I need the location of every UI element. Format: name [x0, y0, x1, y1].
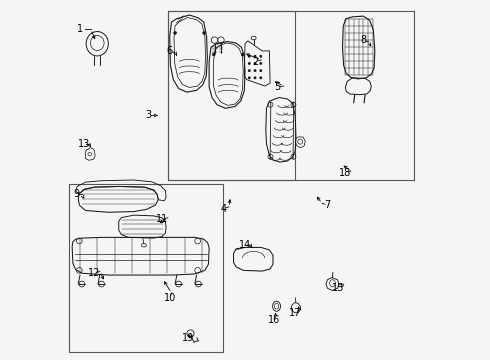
Text: 6: 6 — [167, 46, 173, 56]
Circle shape — [248, 76, 251, 79]
Circle shape — [212, 53, 216, 56]
Circle shape — [259, 55, 262, 58]
Circle shape — [259, 62, 262, 65]
Circle shape — [259, 76, 262, 79]
Text: 3: 3 — [145, 111, 151, 121]
Text: 16: 16 — [268, 315, 280, 325]
Text: 8: 8 — [360, 35, 367, 45]
Circle shape — [202, 31, 206, 35]
Text: 10: 10 — [164, 293, 176, 303]
Circle shape — [254, 55, 256, 58]
Circle shape — [173, 31, 177, 35]
Text: 18: 18 — [339, 168, 351, 178]
Text: 2: 2 — [253, 57, 259, 67]
Text: 1: 1 — [77, 24, 83, 35]
Text: 4: 4 — [220, 204, 226, 214]
Text: 13: 13 — [77, 139, 90, 149]
Circle shape — [248, 55, 251, 58]
Text: 17: 17 — [289, 308, 301, 318]
Text: 14: 14 — [239, 239, 251, 249]
Text: 15: 15 — [332, 283, 344, 293]
Circle shape — [254, 62, 256, 65]
Text: 11: 11 — [156, 215, 169, 224]
Circle shape — [254, 69, 256, 72]
Text: 5: 5 — [274, 82, 280, 92]
Circle shape — [248, 62, 251, 65]
Circle shape — [254, 76, 256, 79]
Text: 12: 12 — [88, 268, 100, 278]
Circle shape — [248, 69, 251, 72]
Circle shape — [259, 69, 262, 72]
Text: 19: 19 — [181, 333, 194, 343]
Text: 9: 9 — [74, 189, 79, 199]
Text: 7: 7 — [324, 200, 331, 210]
Circle shape — [241, 53, 245, 56]
